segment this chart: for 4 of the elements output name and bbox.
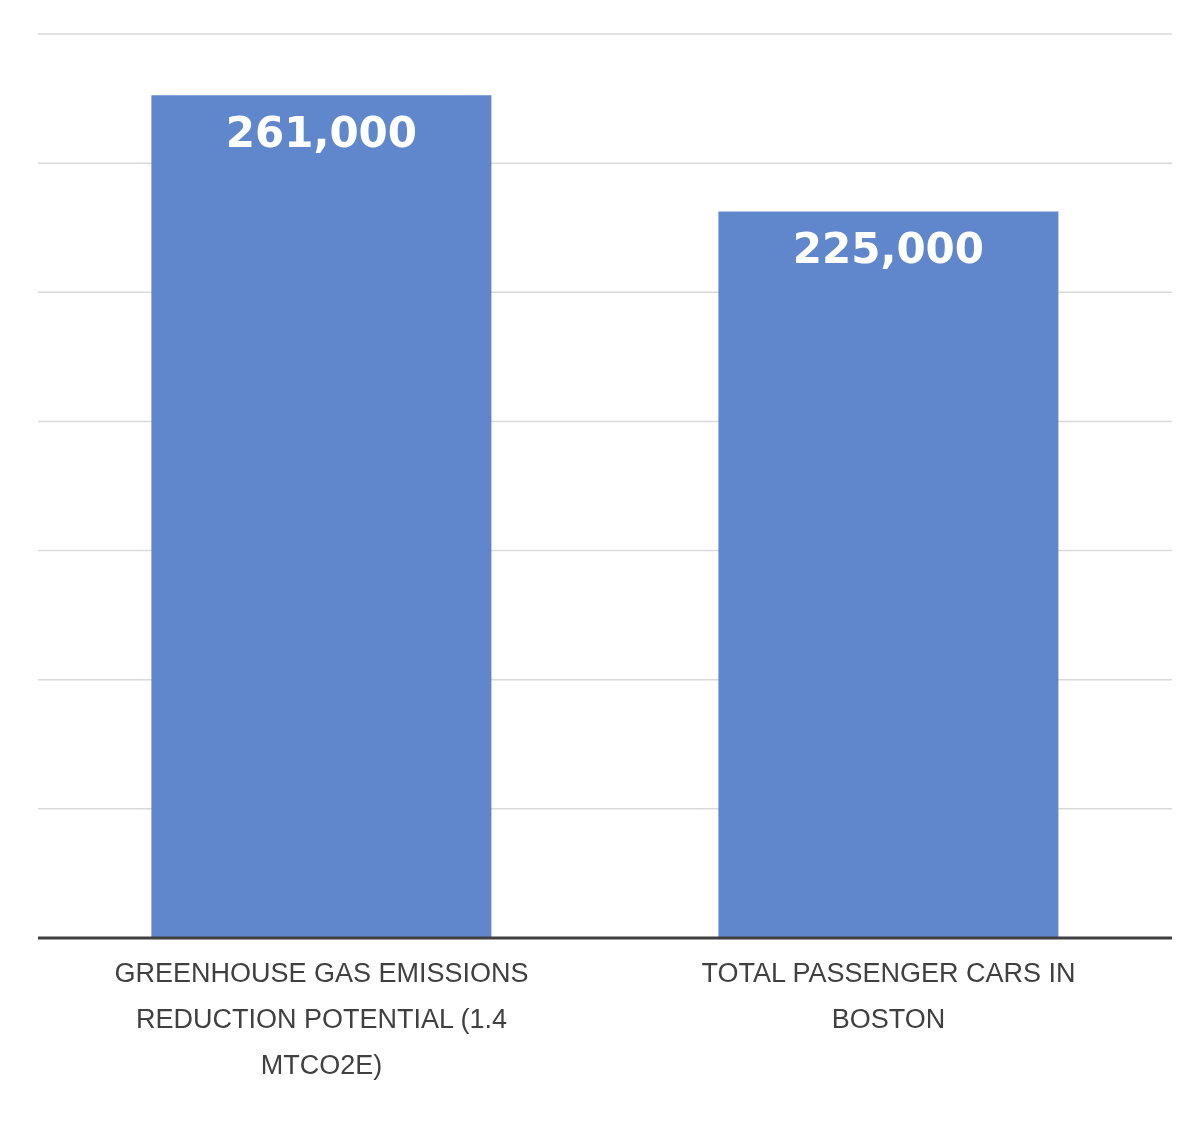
x-tick-label: GREENHOUSE GAS EMISSIONS REDUCTION POTENTIAL (1.4 MTCO2E) [114, 958, 529, 1080]
x-tick-label: TOTAL PASSENGER CARS IN BOSTON [701, 958, 1076, 1034]
data-label: 261,000 [225, 108, 418, 158]
data-label: 225,000 [792, 224, 985, 274]
